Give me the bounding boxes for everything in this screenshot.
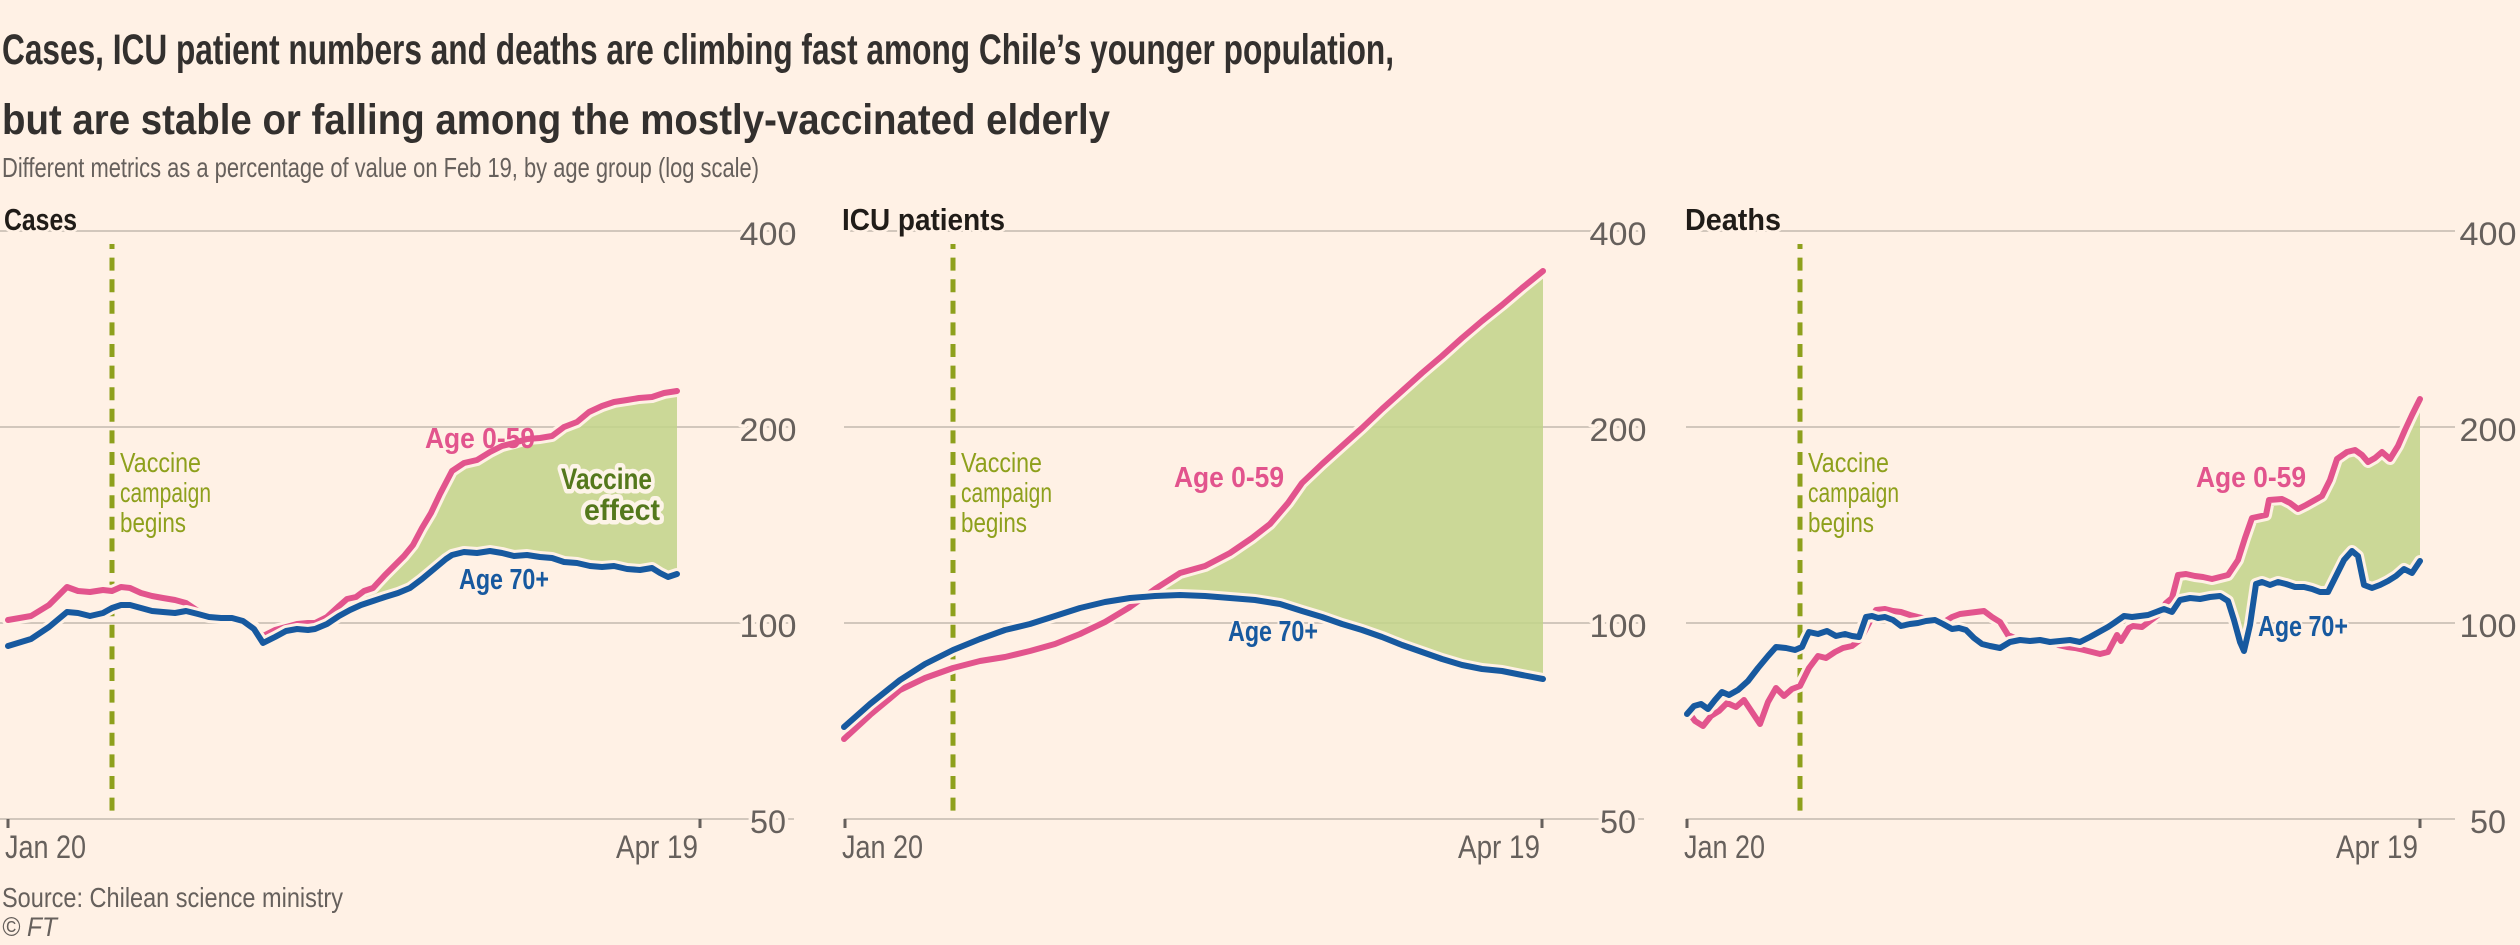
svg-text:100: 100 — [1590, 608, 1647, 644]
svg-text:100: 100 — [2460, 608, 2517, 644]
svg-text:Cases: Cases — [4, 202, 77, 237]
svg-text:400: 400 — [1590, 216, 1647, 252]
svg-text:Apr 19: Apr 19 — [1458, 829, 1540, 865]
svg-text:Age 0-59: Age 0-59 — [1174, 462, 1284, 494]
svg-text:© FT: © FT — [2, 912, 59, 940]
svg-text:campaign: campaign — [1808, 477, 1899, 508]
svg-text:begins: begins — [1808, 507, 1874, 538]
svg-text:Cases, ICU patient numbers and: Cases, ICU patient numbers and deaths ar… — [2, 26, 1394, 74]
svg-text:Apr 19: Apr 19 — [2336, 829, 2418, 865]
svg-text:campaign: campaign — [120, 477, 211, 508]
svg-text:ICU patients: ICU patients — [842, 202, 1005, 237]
svg-text:but are stable or falling amon: but are stable or falling among the most… — [2, 96, 1110, 144]
svg-text:50: 50 — [2470, 804, 2506, 840]
svg-text:Jan 20: Jan 20 — [842, 829, 923, 865]
svg-text:50: 50 — [1600, 804, 1636, 840]
svg-text:Deaths: Deaths — [1685, 202, 1781, 237]
svg-text:Vaccine: Vaccine — [1808, 447, 1889, 478]
svg-text:Source: Chilean science minist: Source: Chilean science ministry — [2, 882, 343, 913]
svg-text:Vaccine: Vaccine — [561, 463, 652, 496]
svg-text:Vaccine: Vaccine — [961, 447, 1042, 478]
svg-text:Apr 19: Apr 19 — [616, 829, 698, 865]
svg-text:200: 200 — [740, 412, 797, 448]
svg-text:200: 200 — [2460, 412, 2517, 448]
svg-text:Jan 20: Jan 20 — [5, 829, 86, 865]
svg-text:100: 100 — [740, 608, 797, 644]
svg-text:Age 70+: Age 70+ — [1228, 616, 1318, 648]
svg-text:effect: effect — [584, 494, 660, 527]
svg-text:campaign: campaign — [961, 477, 1052, 508]
svg-text:Age 70+: Age 70+ — [2258, 611, 2348, 643]
svg-text:Vaccine: Vaccine — [120, 447, 201, 478]
svg-text:Age 70+: Age 70+ — [459, 564, 549, 596]
svg-text:begins: begins — [961, 507, 1027, 538]
svg-text:Jan 20: Jan 20 — [1684, 829, 1765, 865]
svg-text:400: 400 — [2460, 216, 2517, 252]
svg-text:begins: begins — [120, 507, 186, 538]
svg-text:50: 50 — [750, 804, 786, 840]
svg-text:400: 400 — [740, 216, 797, 252]
svg-text:Different metrics as a percent: Different metrics as a percentage of val… — [2, 152, 759, 183]
svg-text:Age 0-59: Age 0-59 — [425, 423, 535, 455]
svg-text:200: 200 — [1590, 412, 1647, 448]
svg-text:Age 0-59: Age 0-59 — [2196, 462, 2306, 494]
